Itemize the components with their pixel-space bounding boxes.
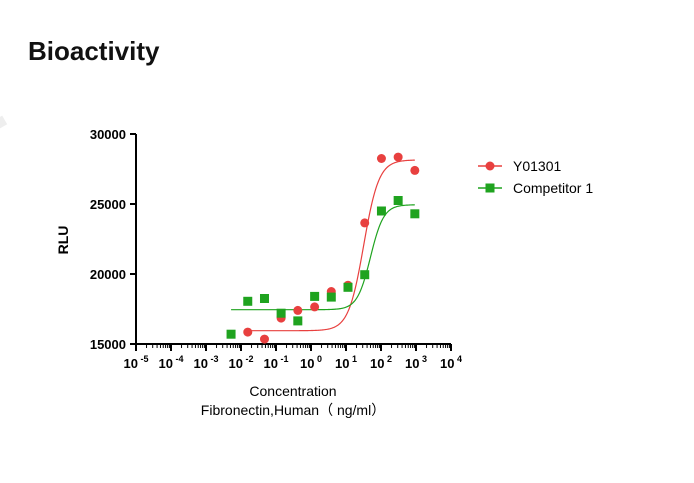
watermark-left: · (0, 76, 36, 169)
x-tick-label: 10 1 (335, 354, 357, 371)
data-point-series-1 (376, 206, 386, 216)
y-axis-label: RLU (55, 226, 71, 255)
x-tick-label: 10 -1 (264, 354, 289, 371)
watermarks: · (0, 76, 36, 169)
y-tick-label: 20000 (90, 267, 126, 282)
data-point-series-1 (226, 329, 236, 339)
data-point-series-1 (410, 209, 420, 219)
x-tick-label: 10 -4 (159, 354, 184, 371)
data-point-series-1 (243, 296, 253, 306)
x-tick-label: 10 3 (405, 354, 427, 371)
legend-label-series-1: Competitor 1 (513, 180, 593, 196)
fit-curve-series-1 (231, 204, 415, 311)
legend-marker-series-1 (485, 183, 495, 193)
data-point-series-1 (343, 282, 353, 292)
data-point-series-0 (393, 152, 403, 162)
x-axis-label-units: Fibronectin,Human（ ng/ml） (201, 402, 385, 418)
legend-label-series-0: Y01301 (513, 158, 561, 174)
data-point-series-0 (243, 327, 253, 337)
page-title: Bioactivity (28, 36, 160, 66)
data-point-series-0 (376, 154, 386, 163)
data-points (226, 152, 420, 344)
data-point-series-1 (259, 294, 269, 303)
x-tick-label: 10 0 (300, 354, 322, 371)
data-point-series-1 (326, 292, 336, 302)
x-axis-label: Concentration (249, 383, 336, 399)
fit-lines (231, 159, 415, 332)
y-tick-label: 25000 (90, 197, 126, 212)
y-tick-label: 30000 (90, 127, 126, 142)
fit-curve-series-0 (247, 159, 415, 332)
data-point-series-0 (360, 218, 370, 228)
x-tick-label: 10 4 (440, 354, 462, 371)
data-point-series-0 (310, 302, 320, 312)
x-tick-label: 10 -3 (194, 354, 219, 371)
data-point-series-1 (276, 308, 286, 318)
data-point-series-1 (393, 196, 403, 205)
axes: 15000 20000 25000 30000 10 -5 10 -4 10 -3 10 -2… (90, 127, 462, 371)
legend: Y01301 Competitor 1 (478, 158, 593, 196)
data-point-series-1 (310, 291, 320, 301)
x-tick-label: 10 2 (370, 354, 392, 371)
y-tick-label: 15000 (90, 337, 126, 352)
data-point-series-0 (410, 165, 420, 175)
data-point-series-1 (293, 316, 303, 326)
data-point-series-0 (293, 305, 303, 315)
legend-marker-series-0 (485, 161, 495, 171)
x-tick-label: 10 -2 (229, 354, 254, 371)
x-tick-label: 10 -5 (124, 354, 149, 371)
data-point-series-0 (259, 334, 269, 344)
data-point-series-1 (360, 270, 370, 280)
